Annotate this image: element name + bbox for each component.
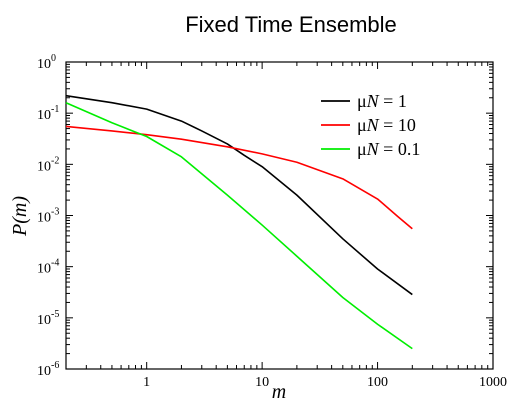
y-tick-label: 100 <box>37 53 56 72</box>
y-tick-exponent: -4 <box>51 258 59 269</box>
series-line-3 <box>65 101 413 350</box>
plot-frame <box>65 61 494 370</box>
y-tick-base: 10 <box>37 108 51 123</box>
x-tick-label: 100 <box>367 375 388 390</box>
y-axis-label: P(m) <box>9 196 31 237</box>
y-tick-exponent: -2 <box>51 155 59 166</box>
y-tick-exponent: -5 <box>51 309 59 320</box>
legend-n: N <box>366 115 380 135</box>
legend-n: N <box>366 139 380 159</box>
y-tick-base: 10 <box>37 364 51 379</box>
legend-mu: μ <box>357 91 367 111</box>
x-tick-label: 1 <box>143 375 150 390</box>
y-tick-exponent: -3 <box>51 207 59 218</box>
y-tick-exponent: -6 <box>51 360 59 371</box>
series-layer <box>65 94 413 350</box>
y-tick-label: 10-6 <box>37 360 59 379</box>
x-tick-label: 10 <box>255 375 269 390</box>
legend-value: = 10 <box>379 115 416 135</box>
legend-label-3: μN = 0.1 <box>357 139 420 159</box>
y-tick-base: 10 <box>37 211 51 226</box>
y-tick-label: 10-2 <box>37 155 59 174</box>
series-line-1 <box>65 94 413 296</box>
x-tick-label: 1000 <box>479 375 507 390</box>
y-tick-base: 10 <box>37 313 51 328</box>
x-axis-label: m <box>272 381 286 403</box>
legend-value: = 1 <box>379 91 407 111</box>
legend-mu: μ <box>357 115 367 135</box>
legend-n: N <box>366 91 380 111</box>
y-tick-base: 10 <box>37 262 51 277</box>
y-tick-label: 10-5 <box>37 309 59 328</box>
series-line-2 <box>65 125 413 230</box>
y-tick-label: 10-4 <box>37 258 59 277</box>
y-tick-label: 10-3 <box>37 207 59 226</box>
legend-value: = 0.1 <box>379 139 421 159</box>
y-tick-label: 10-1 <box>37 104 59 123</box>
y-tick-exponent: -1 <box>51 104 59 115</box>
x-ticks: 1 10 100 1000 <box>65 62 507 390</box>
chart-title: Fixed Time Ensemble <box>185 12 397 37</box>
y-tick-base: 10 <box>37 57 51 72</box>
legend-mu: μ <box>357 139 367 159</box>
legend-label-1: μN = 1 <box>357 91 407 111</box>
y-tick-base: 10 <box>37 159 51 174</box>
y-tick-exponent: 0 <box>51 53 56 64</box>
legend-label-2: μN = 10 <box>357 115 416 135</box>
